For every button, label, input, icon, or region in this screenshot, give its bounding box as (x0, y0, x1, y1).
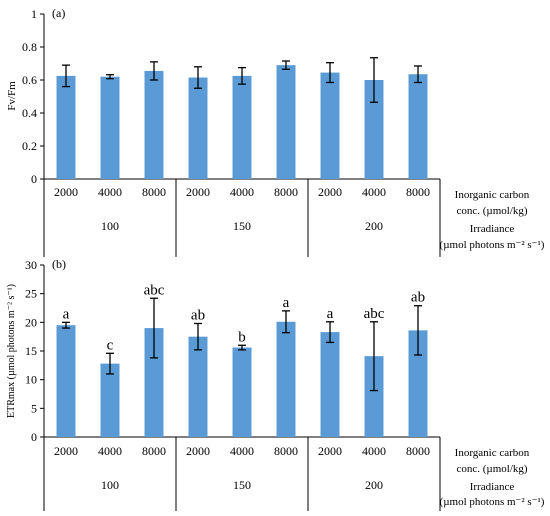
category-label: 2000 (318, 444, 342, 458)
category-label: 2000 (318, 185, 342, 199)
bar (144, 328, 164, 437)
group-label: 100 (101, 478, 119, 492)
row-label-carbon: Inorganic carbon (455, 189, 530, 201)
chart-panel-b: 0 5 10 15 20 25 30 a 2000 c 4000 abc 8000 ab 2000 b 4000… (6, 257, 545, 511)
row-label-irradiance: Irradiance (470, 481, 515, 493)
bar (364, 356, 384, 437)
bar (188, 77, 208, 179)
bar (56, 75, 76, 179)
y-axis-title: ETRmax (µmol photons m⁻² s⁻¹) (6, 284, 17, 418)
category-label: 8000 (274, 185, 298, 199)
bar (364, 80, 384, 179)
category-label: 4000 (230, 185, 254, 199)
significance-letter: c (107, 337, 114, 353)
y-tick-label: 5 (31, 401, 37, 415)
group-label: 150 (233, 219, 251, 233)
significance-letter: ab (191, 307, 205, 323)
chart-panel-a: 0 0.2 0.4 0.6 0.8 1 2000 4000 8000 2000 4000 8000 20… (6, 6, 545, 257)
bar (408, 330, 428, 437)
category-label: 4000 (362, 185, 386, 199)
category-label: 4000 (362, 444, 386, 458)
row-label-carbon: conc. (µmol/kg) (456, 205, 527, 217)
row-label-irradiance: Irradiance (470, 223, 515, 235)
y-tick-label: 20 (25, 315, 37, 329)
significance-letter: abc (144, 282, 165, 298)
category-label: 8000 (142, 185, 166, 199)
group-label: 100 (101, 219, 119, 233)
bar (56, 325, 76, 437)
panel-label: (b) (52, 257, 66, 271)
significance-letter: ab (411, 290, 425, 306)
bar (276, 321, 296, 437)
category-label: 2000 (186, 185, 210, 199)
category-label: 2000 (54, 444, 78, 458)
row-label-irradiance: (µmol photons m⁻² s⁻¹) (440, 239, 545, 251)
bar (100, 363, 120, 437)
category-label: 8000 (142, 444, 166, 458)
bar (100, 76, 120, 179)
category-label: 8000 (406, 444, 430, 458)
bar (320, 72, 340, 179)
category-label: 4000 (98, 185, 122, 199)
bar (276, 65, 296, 179)
y-axis-title: Fv/Fm (6, 81, 18, 111)
bar (144, 70, 164, 179)
significance-letter: abc (364, 306, 385, 322)
category-label: 4000 (230, 444, 254, 458)
y-tick-label: 0.6 (22, 73, 37, 87)
significance-letter: b (238, 329, 246, 345)
row-label-carbon: Inorganic carbon (455, 447, 530, 459)
group-label: 150 (233, 478, 251, 492)
row-label-irradiance: (µmol photons m⁻² s⁻¹) (440, 496, 545, 508)
category-label: 4000 (98, 444, 122, 458)
y-tick-label: 0 (31, 430, 37, 444)
y-tick-label: 10 (25, 373, 37, 387)
bar (232, 75, 252, 179)
bar (188, 336, 208, 437)
row-label-carbon: conc. (µmol/kg) (456, 463, 527, 475)
significance-letter: a (283, 295, 290, 311)
group-label: 200 (365, 219, 383, 233)
y-tick-label: 15 (25, 344, 37, 358)
group-label: 200 (365, 478, 383, 492)
bar (232, 347, 252, 437)
category-label: 8000 (406, 185, 430, 199)
bar (320, 332, 340, 437)
significance-letter: a (327, 306, 334, 322)
y-tick-label: 25 (25, 287, 37, 301)
category-label: 2000 (54, 185, 78, 199)
y-tick-label: 1 (31, 7, 37, 21)
bar (408, 74, 428, 179)
category-label: 8000 (274, 444, 298, 458)
significance-letter: a (63, 306, 70, 322)
category-label: 2000 (186, 444, 210, 458)
y-tick-label: 0.4 (22, 106, 37, 120)
y-tick-label: 0 (31, 172, 37, 186)
y-tick-label: 30 (25, 258, 37, 272)
y-tick-label: 0.8 (22, 40, 37, 54)
panel-label: (a) (52, 6, 65, 20)
y-tick-label: 0.2 (22, 139, 37, 153)
